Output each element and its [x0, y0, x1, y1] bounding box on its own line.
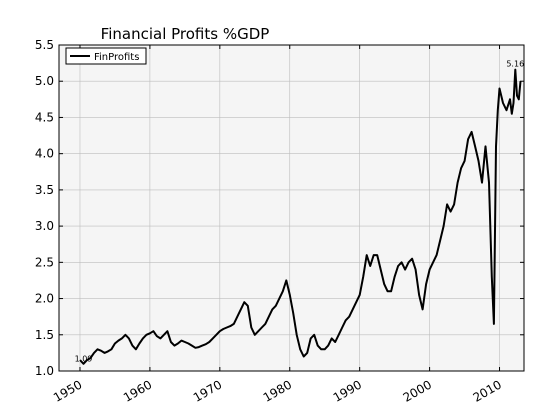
- y-tick-label: 2.0: [35, 292, 54, 306]
- y-tick-label: 3.5: [35, 183, 54, 197]
- y-tick-label: 3.0: [35, 219, 54, 233]
- x-tick-label: 2010: [471, 377, 504, 404]
- x-tick-label: 1980: [261, 377, 294, 404]
- y-tick-label: 1.5: [35, 328, 54, 342]
- plot-frame: [58, 44, 525, 372]
- x-tick-label: 1960: [121, 377, 154, 404]
- series-layer: [79, 68, 522, 365]
- y-tick-label: 2.5: [35, 255, 54, 269]
- y-tick-label: 4.5: [35, 110, 54, 124]
- x-tick-label: 1970: [191, 377, 224, 404]
- y-tick-label: 5.5: [35, 38, 54, 52]
- x-tick-label: 1990: [331, 377, 364, 404]
- legend-label: FinProfits: [94, 52, 139, 63]
- legend-box: [65, 47, 147, 65]
- x-tick-label: 2000: [401, 377, 434, 404]
- chart-title: Financial Profits %GDP: [101, 25, 270, 43]
- legend: FinProfits: [65, 47, 147, 65]
- data-label: 1.09: [75, 354, 93, 363]
- x-tick-label: 1950: [51, 377, 84, 404]
- annotations: 1.09 5.16: [75, 60, 525, 364]
- y-tick-label: 4.0: [35, 147, 54, 161]
- y-tick-label: 5.0: [35, 74, 54, 88]
- series-line-finprofits: [79, 68, 522, 365]
- y-tick-label: 1.0: [35, 364, 54, 378]
- plot-area: [59, 45, 524, 371]
- axis-ticks: 1.0 1.5 2.0 2.5 3.0 3.5 4.0 4.5 5.0 5.5 1950 1960 19…: [35, 38, 524, 405]
- data-label: 5.16: [506, 60, 524, 69]
